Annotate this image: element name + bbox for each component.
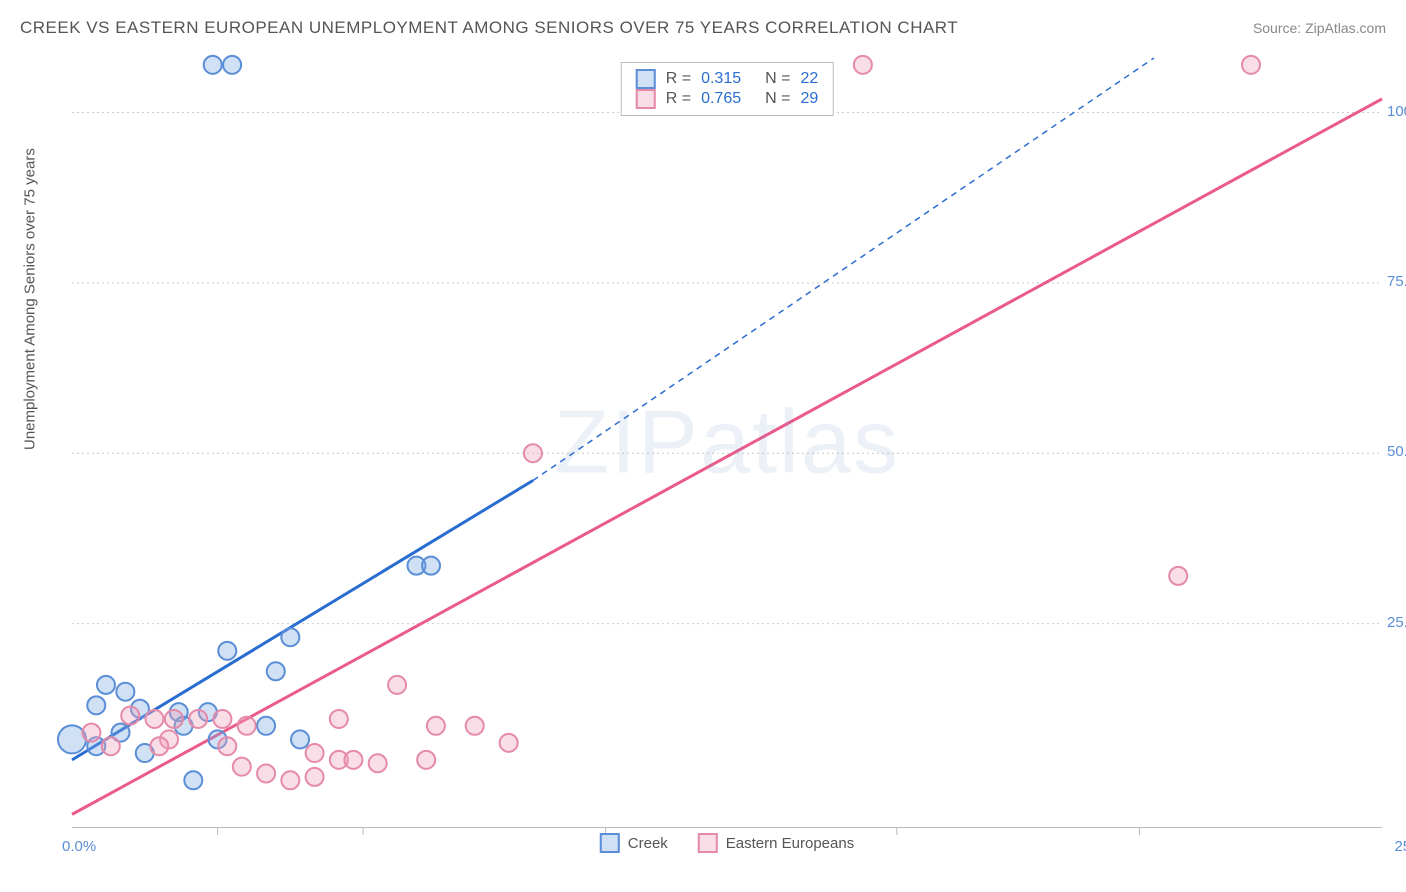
data-point <box>102 737 120 755</box>
x-tick-label: 25.0% <box>1394 838 1406 855</box>
y-tick-label: 100.0% <box>1387 103 1406 120</box>
data-point <box>854 56 872 74</box>
data-point <box>233 758 251 776</box>
legend-swatch <box>636 69 656 89</box>
data-point <box>165 710 183 728</box>
data-point <box>238 717 256 735</box>
data-point <box>281 771 299 789</box>
data-point <box>87 696 105 714</box>
legend-swatch <box>636 89 656 109</box>
data-point <box>330 710 348 728</box>
data-point <box>524 444 542 462</box>
legend-swatch <box>698 833 718 853</box>
y-tick-label: 75.0% <box>1387 273 1406 290</box>
data-point <box>291 730 309 748</box>
correlation-legend-row: R = 0.765 N = 29 <box>636 89 819 109</box>
n-label: N = <box>765 90 790 108</box>
y-tick-label: 25.0% <box>1387 614 1406 631</box>
data-point <box>388 676 406 694</box>
data-point <box>466 717 484 735</box>
data-point <box>281 628 299 646</box>
data-point <box>417 751 435 769</box>
data-point <box>218 737 236 755</box>
r-label: R = <box>666 70 691 88</box>
series-legend-item: Eastern Europeans <box>698 833 854 853</box>
data-point <box>145 710 163 728</box>
source-attribution: Source: ZipAtlas.com <box>1253 20 1386 36</box>
correlation-legend: R = 0.315 N = 22 R = 0.765 N = 29 <box>621 62 834 116</box>
legend-swatch <box>600 833 620 853</box>
data-point <box>97 676 115 694</box>
data-point <box>306 768 324 786</box>
data-point <box>369 754 387 772</box>
data-point <box>427 717 445 735</box>
data-point <box>218 642 236 660</box>
chart-title: CREEK VS EASTERN EUROPEAN UNEMPLOYMENT A… <box>20 18 958 38</box>
data-point <box>184 771 202 789</box>
data-point <box>267 662 285 680</box>
series-legend-item: Creek <box>600 833 668 853</box>
r-label: R = <box>666 90 691 108</box>
r-value: 0.765 <box>701 90 741 108</box>
data-point <box>213 710 231 728</box>
y-axis-label: Unemployment Among Seniors over 75 years <box>22 148 39 450</box>
data-point <box>116 683 134 701</box>
n-value: 22 <box>800 70 818 88</box>
series-legend: Creek Eastern Europeans <box>600 833 854 853</box>
x-tick-label: 0.0% <box>62 838 96 855</box>
data-point <box>257 764 275 782</box>
data-point <box>257 717 275 735</box>
plot-area: ZIPatlas R =0.315N =22R =0.765N =29 Cree… <box>72 58 1382 828</box>
data-point <box>150 737 168 755</box>
source-label: Source: <box>1253 20 1301 36</box>
data-point <box>58 725 86 753</box>
data-point <box>1169 567 1187 585</box>
data-point <box>344 751 362 769</box>
series-legend-label: Creek <box>628 835 668 852</box>
y-tick-label: 50.0% <box>1387 443 1406 460</box>
data-point <box>189 710 207 728</box>
data-point <box>82 724 100 742</box>
data-point <box>223 56 241 74</box>
data-point <box>422 557 440 575</box>
n-label: N = <box>765 70 790 88</box>
data-point <box>1242 56 1260 74</box>
source-name: ZipAtlas.com <box>1305 20 1386 36</box>
correlation-legend-row: R = 0.315 N = 22 <box>636 69 819 89</box>
data-point <box>306 744 324 762</box>
r-value: 0.315 <box>701 70 741 88</box>
n-value: 29 <box>800 90 818 108</box>
series-legend-label: Eastern Europeans <box>726 835 854 852</box>
data-point <box>500 734 518 752</box>
data-point <box>121 707 139 725</box>
data-point <box>204 56 222 74</box>
scatter-chart-svg <box>72 58 1382 827</box>
chart-header: CREEK VS EASTERN EUROPEAN UNEMPLOYMENT A… <box>20 18 1386 38</box>
